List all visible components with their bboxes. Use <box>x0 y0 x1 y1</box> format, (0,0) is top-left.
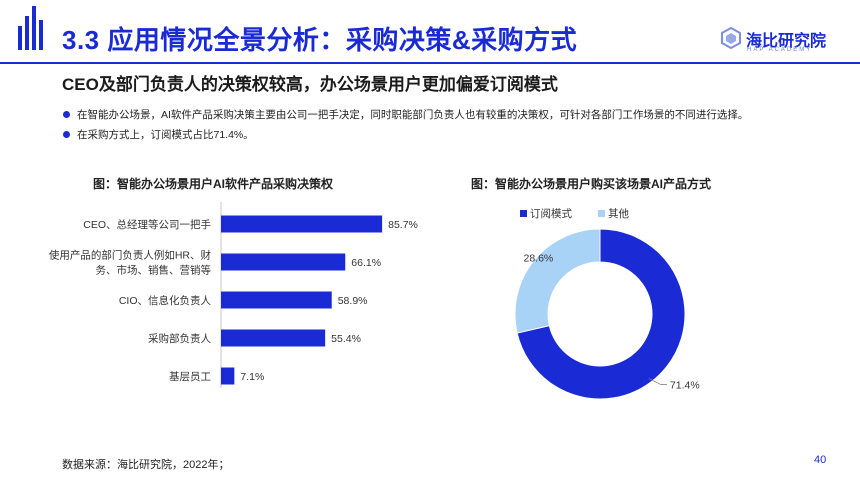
header-decoration-bar <box>32 6 36 50</box>
slice-leader-line <box>648 378 667 385</box>
header-decoration-bar <box>25 16 29 50</box>
hap-logo-icon <box>721 27 741 49</box>
slice-value-label: 28.6% <box>524 252 554 264</box>
donut-chart: 订阅模式 其他 71.4% 28.6% <box>514 207 700 400</box>
legend-swatch <box>520 210 527 217</box>
bar-chart-title: 图：智能办公场景用户AI软件产品采购决策权 <box>93 177 334 191</box>
bar-value-label: 85.7% <box>388 219 418 231</box>
bullet-item: 在采购方式上，订阅模式占比71.4%。 <box>63 128 748 148</box>
logo-text: 海比研究院 <box>746 33 827 50</box>
donut-slice <box>514 228 601 334</box>
bar-category-label: 采购部负责人 <box>148 332 211 345</box>
page-title: 3.3 应用情况全景分析：采购决策&采购方式 <box>62 25 578 55</box>
bar-category-label: CEO、总经理等公司一把手 <box>83 218 211 231</box>
bar <box>221 291 332 309</box>
slide-subtitle: CEO及部门负责人的决策权较高，办公场景用户更加偏爱订阅模式 <box>62 75 558 94</box>
bullet-text: 在采购方式上，订阅模式占比71.4%。 <box>77 129 254 141</box>
legend-swatch <box>598 210 605 217</box>
slide-header: 3.3 应用情况全景分析：采购决策&采购方式 海比研究院 HAP ACADEMY <box>0 0 860 72</box>
donut-chart-title: 图：智能办公场景用户购买该场景AI产品方式 <box>471 177 712 191</box>
bullet-list: 在智能办公场景，AI软件产品采购决策主要由公司一把手决定，同时职能部门负责人也有… <box>63 108 748 148</box>
header-divider <box>0 62 860 64</box>
bar <box>221 253 346 271</box>
bar-value-label: 66.1% <box>351 257 381 269</box>
bar-value-label: 7.1% <box>240 371 264 383</box>
brand-logo: 海比研究院 HAP ACADEMY <box>720 25 835 61</box>
bar <box>221 329 326 347</box>
slice-value-label: 71.4% <box>670 380 700 392</box>
bar-category-label: 使用产品的部门负责人例如HR、财 <box>49 249 211 262</box>
donut-slice <box>516 228 686 400</box>
bar-category-label: 务、市场、销售、营销等 <box>96 264 212 277</box>
data-source-note: 数据来源：海比研究院，2022年； <box>62 459 230 471</box>
bar-category-label: 基层员工 <box>169 370 211 383</box>
logo-subtext: HAP ACADEMY <box>747 47 813 53</box>
header-decoration-bar <box>18 26 22 50</box>
legend-label: 其他 <box>608 207 629 220</box>
bullet-dot-icon <box>63 131 70 138</box>
bar <box>221 367 235 385</box>
bar-category-label: CIO、信息化负责人 <box>119 294 212 307</box>
bullet-dot-icon <box>63 111 70 118</box>
page-number: 40 <box>814 454 827 466</box>
bar-chart: 85.7% CEO、总经理等公司一把手 66.1% 使用产品的部门负责人例如HR、财务… <box>49 202 418 388</box>
bullet-item: 在智能办公场景，AI软件产品采购决策主要由公司一把手决定，同时职能部门负责人也有… <box>63 108 748 128</box>
bar-value-label: 58.9% <box>338 295 368 307</box>
legend-label: 订阅模式 <box>530 207 572 220</box>
bar <box>221 215 383 233</box>
header-decoration-bar <box>39 20 43 50</box>
bar-value-label: 55.4% <box>331 333 361 345</box>
bullet-text: 在智能办公场景，AI软件产品采购决策主要由公司一把手决定，同时职能部门负责人也有… <box>77 109 749 121</box>
